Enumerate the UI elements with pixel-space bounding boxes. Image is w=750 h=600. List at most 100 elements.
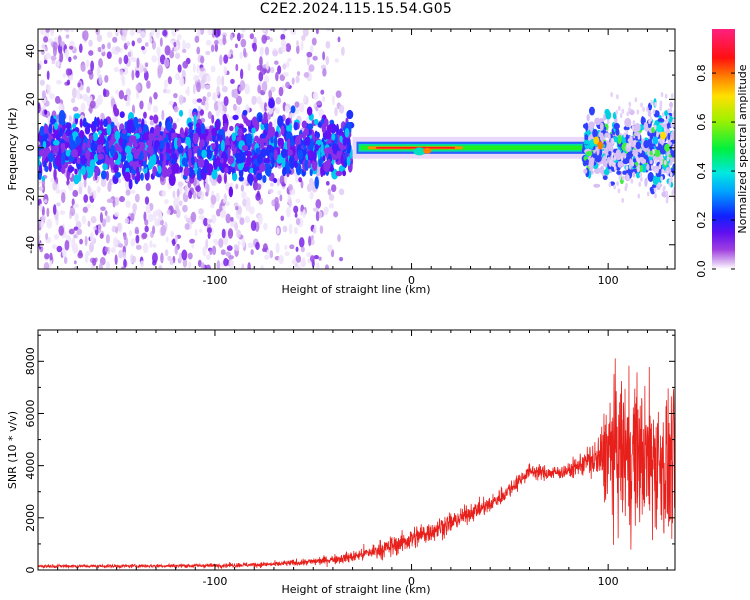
spectrogram-cell — [634, 123, 641, 132]
spectrogram-cell — [74, 168, 78, 175]
spectrogram-cell — [232, 114, 239, 121]
spectrogram-cell — [205, 264, 211, 269]
spectrogram-cell — [276, 156, 283, 164]
spectrogram-cell — [215, 208, 221, 217]
spectrogram-cell — [606, 119, 610, 125]
spectrogram-cell — [165, 89, 171, 94]
spectrogram-cell — [610, 92, 613, 98]
spectrogram-cell — [314, 144, 320, 152]
spectrogram-cell — [244, 215, 251, 224]
spectrogram-cell — [223, 54, 229, 64]
spectrogram-cell — [207, 29, 213, 36]
spectrogram-cell — [48, 161, 52, 172]
spectrogram-cell — [214, 241, 219, 246]
spectrogram-peak — [652, 136, 659, 145]
spectrogram-cell — [285, 118, 290, 126]
spectrogram-cell — [160, 224, 167, 236]
spectrogram-cell — [313, 119, 319, 125]
spectrogram-cell — [51, 244, 58, 250]
spectrogram-cell — [232, 103, 237, 111]
spectrogram-cell — [285, 206, 291, 218]
spectrogram-cell — [124, 179, 130, 190]
spectrogram-cell — [60, 166, 66, 174]
spectrogram-cell — [73, 260, 77, 265]
spectrogram-cell — [282, 225, 288, 233]
spectrogram-cell — [251, 127, 256, 134]
spectrogram-cell — [307, 150, 314, 159]
spectrogram-cell — [83, 194, 89, 203]
spectrogram-cell — [171, 132, 177, 139]
spectrogram-cell — [149, 120, 155, 126]
spectrogram-cell — [200, 168, 205, 180]
spectrogram-cell — [592, 128, 598, 138]
chart-title: C2E2.2024.115.15.54.G05 — [259, 1, 453, 17]
spectrogram-cell — [102, 118, 108, 128]
snr-background — [38, 330, 675, 570]
spectrogram-cell — [144, 219, 149, 226]
spectrogram-cell — [124, 145, 132, 155]
spectrogram-cell — [583, 139, 590, 145]
spectrogram-cell — [118, 57, 123, 65]
spectrogram-cell — [154, 218, 161, 227]
spectrogram-cell — [39, 79, 45, 86]
spectrogram-cell — [229, 33, 234, 41]
spectrogram-cell — [251, 95, 257, 106]
spectrogram-cell — [97, 46, 102, 53]
spectrogram-cell — [294, 212, 298, 218]
spectrogram-cell — [184, 223, 190, 230]
spectrogram-cell — [670, 93, 674, 99]
spectrogram-cell — [44, 133, 49, 139]
spectrogram-panel: -100 0 100 -40 -20 0 20 40 Height of straight l… — [6, 28, 676, 296]
spectrogram-cell — [199, 109, 205, 116]
spectrogram-cell — [334, 58, 340, 63]
spectrogram-cell — [50, 29, 54, 37]
spectrogram-cell — [275, 96, 282, 105]
spectrogram-cell — [229, 115, 234, 122]
spectrogram-cell — [249, 206, 255, 215]
spectrogram-cell — [599, 122, 604, 131]
spectrogram-cell — [264, 254, 270, 260]
spectrogram-cell — [68, 56, 72, 63]
spectrogram-cell — [135, 244, 142, 250]
spectrogram-cell — [625, 165, 629, 171]
spectrogram-cell — [118, 136, 123, 146]
spectrogram-cell — [192, 132, 199, 145]
spectrogram-cell — [114, 50, 119, 56]
spectrogram-cell — [217, 100, 221, 108]
spectrogram-cell — [617, 134, 622, 145]
spectrogram-cell — [227, 51, 232, 58]
spectrogram-cell — [221, 75, 225, 87]
spectrogram-cell — [79, 238, 83, 245]
spectrogram-cell — [101, 218, 107, 228]
spectrogram-cell — [204, 84, 211, 90]
spectrogram-cell — [206, 163, 214, 174]
spectrogram-cell — [80, 165, 86, 176]
spectrogram-cell — [218, 238, 224, 248]
spectrogram-cell — [97, 223, 102, 233]
spectrogram-cell — [227, 165, 232, 175]
spectrogram-cell — [188, 190, 193, 200]
spectrogram-cell — [337, 36, 341, 43]
spectrogram-cell — [163, 79, 168, 90]
spectrogram-cell — [153, 128, 160, 138]
spectrogram-cell — [302, 29, 309, 37]
spectrogram-cell — [654, 159, 658, 165]
spectrogram-cell — [74, 212, 79, 223]
spectrogram-cell — [264, 74, 270, 84]
spectrogram-cell — [107, 42, 111, 50]
spectrogram-cell — [325, 55, 330, 66]
spectrogram-cell — [227, 155, 235, 165]
spectrogram-cell — [56, 245, 63, 253]
spectrogram-cell — [663, 126, 667, 132]
spectrogram-cell — [247, 63, 251, 72]
spectrogram-cell — [98, 58, 103, 68]
spectrogram-cell — [333, 211, 339, 218]
spectrogram-cell — [316, 131, 320, 139]
spectrogram-cell — [257, 29, 260, 30]
spectrogram-cell — [610, 155, 613, 161]
spectrogram-cell — [65, 34, 70, 39]
spectrogram-cell — [214, 43, 219, 52]
spectrogram-cell — [223, 197, 226, 204]
spectrogram-cell — [234, 244, 240, 252]
spectrogram-cell — [328, 202, 335, 209]
